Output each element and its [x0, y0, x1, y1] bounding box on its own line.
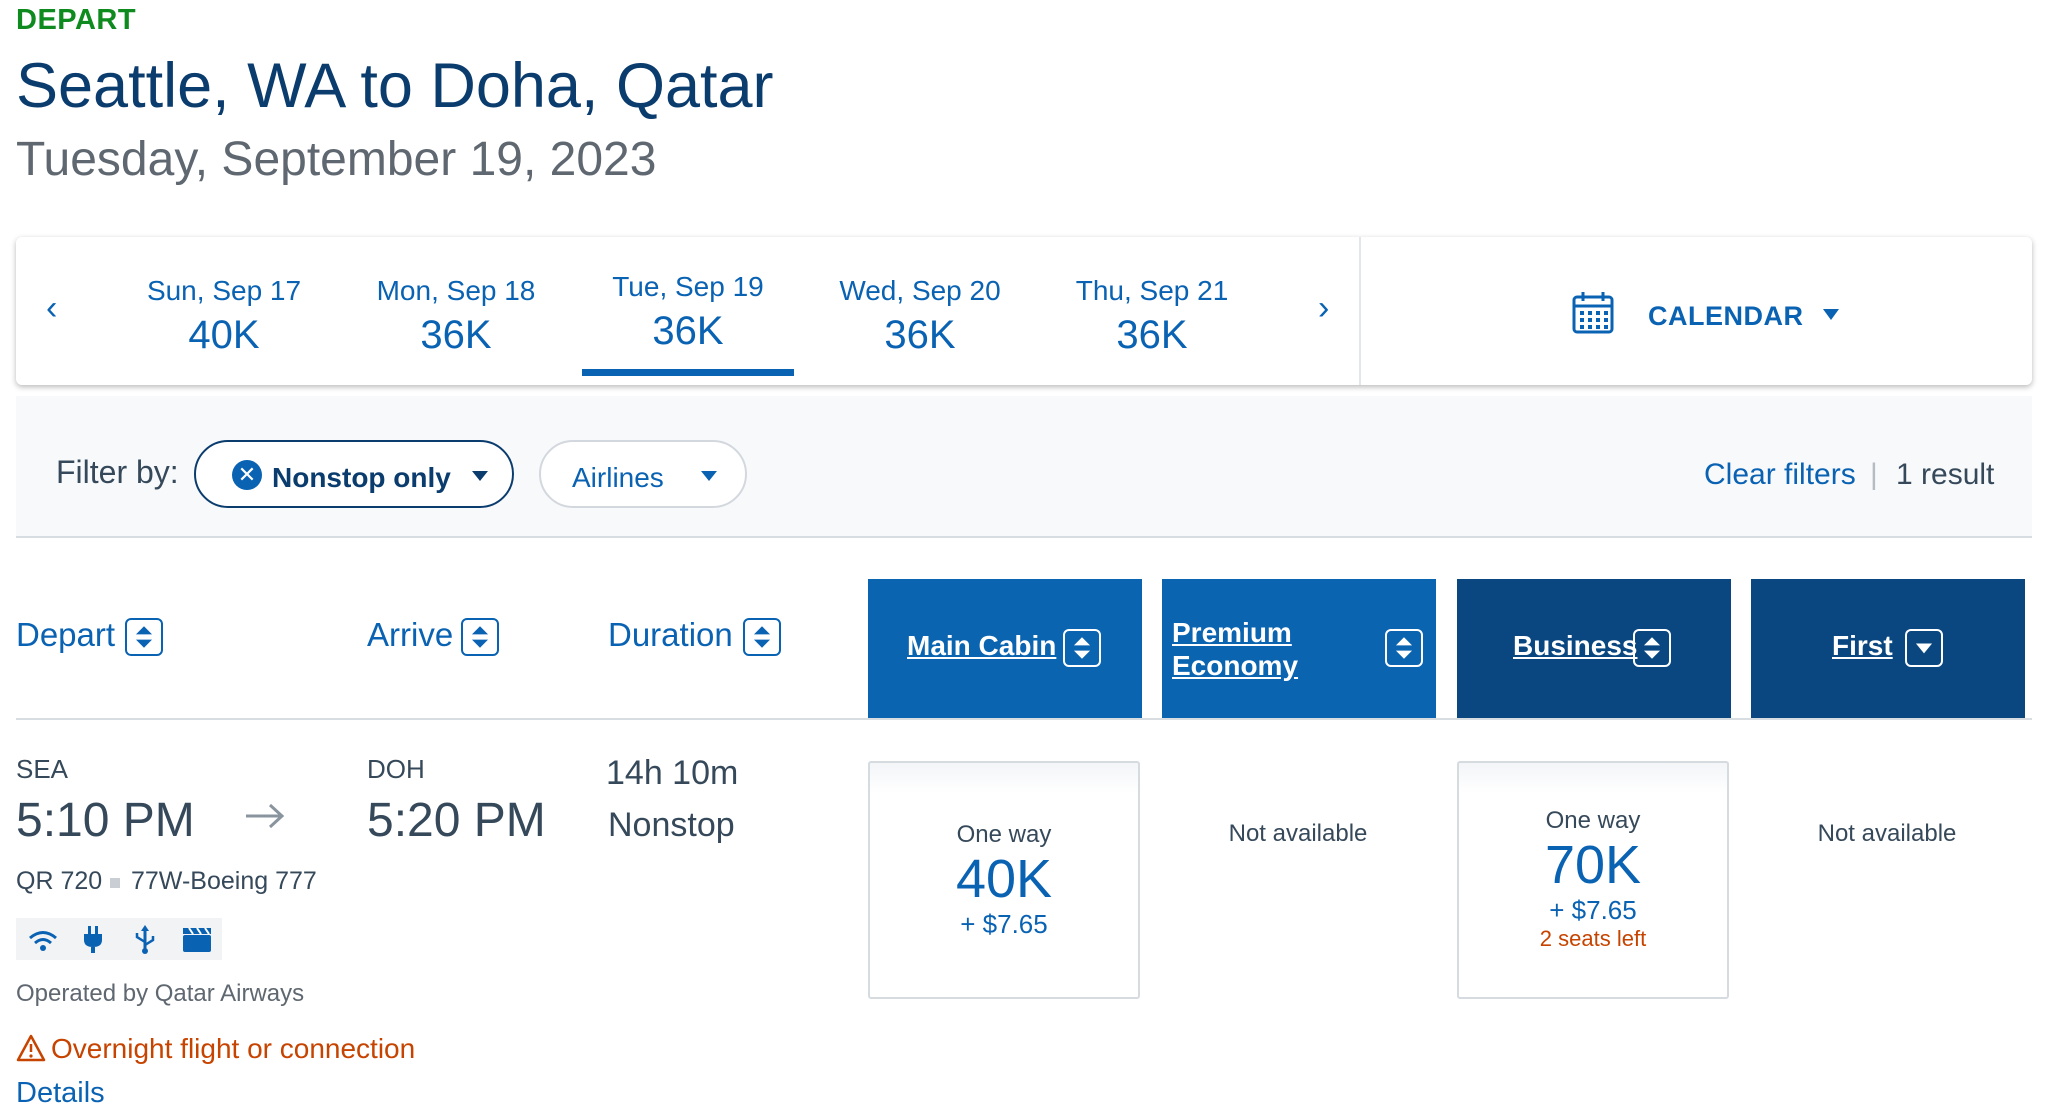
business-header-label[interactable]: Business — [1513, 630, 1638, 661]
filter-bar: Filter by: ✕ Nonstop only Airlines Clear… — [16, 396, 2032, 538]
first-unavailable: Not available — [1817, 820, 1957, 847]
filter-label: Filter by: — [56, 454, 179, 490]
arrow-right-icon — [246, 803, 285, 829]
aircraft-type: 77W-Boeing 777 — [131, 867, 317, 895]
sort-duration-header[interactable]: Duration — [608, 616, 733, 654]
date-option-price: 36K — [1116, 313, 1188, 357]
date-option-sep-18[interactable]: Mon, Sep 18 36K — [356, 275, 556, 358]
main-cabin-header-label[interactable]: Main Cabin — [907, 630, 1057, 661]
overnight-warning: Overnight flight or connection — [51, 1033, 416, 1064]
remove-filter-close-icon[interactable]: ✕ — [232, 460, 262, 490]
date-option-price: 40K — [188, 313, 260, 357]
business-fare-card[interactable]: One way 70K + $7.65 2 seats left — [1457, 761, 1729, 999]
calendar-icon[interactable] — [1571, 289, 1615, 335]
usb-icon — [135, 925, 155, 954]
date-selector-bar: ‹ Sun, Sep 17 40K Mon, Sep 18 36K Tue, S… — [16, 237, 2032, 385]
main-cabin-header[interactable]: Main Cabin — [868, 579, 1142, 719]
flight-number: QR 720 — [16, 867, 103, 895]
nonstop-filter-chip[interactable]: ✕ Nonstop only — [194, 440, 514, 508]
premium-economy-header-label-line2[interactable]: Economy — [1172, 650, 1299, 681]
origin-airport-code: SEA — [16, 754, 69, 784]
date-bar-divider — [1359, 237, 1361, 385]
business-header[interactable]: Business — [1457, 579, 1731, 719]
power-plug-icon — [84, 926, 102, 953]
sort-arrows-icon[interactable] — [1063, 629, 1101, 667]
airlines-filter-chip[interactable]: Airlines — [539, 440, 747, 508]
details-link[interactable]: Details — [16, 1077, 105, 1109]
fare-fee: + $7.65 — [960, 909, 1048, 939]
premium-economy-header-label-line1[interactable]: Premium — [1172, 617, 1292, 648]
depart-header-label: Depart — [16, 616, 116, 653]
caret-down-icon — [701, 471, 717, 481]
clear-filters-link[interactable]: Clear filters — [1704, 458, 1856, 491]
duration-header-label: Duration — [608, 616, 733, 653]
sort-arrows-icon[interactable] — [125, 618, 163, 656]
date-option-day: Thu, Sep 21 — [1075, 275, 1229, 306]
seats-left: 2 seats left — [1539, 926, 1647, 951]
depart-time: 5:10 PM — [16, 794, 195, 847]
date-option-sep-20[interactable]: Wed, Sep 20 36K — [820, 275, 1020, 358]
caret-down-icon[interactable] — [1823, 309, 1839, 320]
sort-arrows-icon[interactable] — [1633, 629, 1671, 667]
sort-arrows-icon[interactable] — [461, 618, 499, 656]
separator: | — [1870, 458, 1878, 491]
date-option-day: Mon, Sep 18 — [376, 275, 536, 306]
date-option-day: Tue, Sep 19 — [612, 271, 764, 302]
entertainment-icon — [183, 927, 211, 952]
premium-economy-unavailable: Not available — [1228, 820, 1368, 847]
route-title: Seattle, WA to Doha, Qatar — [16, 51, 774, 121]
date-option-sep-19[interactable]: Tue, Sep 19 36K — [588, 271, 788, 354]
header-divider — [16, 718, 2032, 720]
premium-economy-header[interactable]: Premium Economy — [1162, 579, 1436, 719]
sort-down-icon[interactable] — [1905, 629, 1943, 667]
warning-icon — [16, 1034, 46, 1062]
sort-arrows-icon[interactable] — [1385, 629, 1423, 667]
first-header-label[interactable]: First — [1832, 630, 1893, 661]
travel-date: Tuesday, September 19, 2023 — [16, 133, 657, 186]
flight-duration: 14h 10m — [606, 754, 739, 792]
sort-arrive-header[interactable]: Arrive — [367, 616, 453, 654]
sort-depart-header[interactable]: Depart — [16, 616, 115, 654]
nonstop-filter-label: Nonstop only — [272, 462, 451, 493]
result-count: 1 result — [1896, 458, 1995, 491]
next-dates-chevron-icon[interactable]: › — [1318, 289, 1330, 327]
main-cabin-fare-card[interactable]: One way 40K + $7.65 — [868, 761, 1140, 999]
date-option-price: 36K — [420, 313, 492, 357]
separator-square — [110, 878, 120, 888]
airlines-filter-label: Airlines — [572, 462, 664, 493]
fare-type: One way — [1545, 807, 1641, 834]
fare-points: 40K — [955, 849, 1053, 909]
wifi-icon — [29, 931, 57, 951]
previous-dates-chevron-icon[interactable]: ‹ — [46, 289, 58, 327]
operated-by: Operated by Qatar Airways — [16, 980, 305, 1007]
fare-fee: + $7.65 — [1549, 895, 1637, 925]
first-header[interactable]: First — [1751, 579, 2025, 719]
arrive-time: 5:20 PM — [367, 794, 546, 847]
direction-label: DEPART — [16, 4, 137, 36]
date-option-price: 36K — [652, 309, 724, 353]
fare-type: One way — [956, 821, 1052, 848]
calendar-button[interactable]: CALENDAR — [1648, 301, 1804, 331]
sort-arrows-icon[interactable] — [743, 618, 781, 656]
date-option-day: Wed, Sep 20 — [839, 275, 1001, 306]
destination-airport-code: DOH — [367, 754, 425, 784]
stops-info: Nonstop — [608, 806, 735, 844]
amenities-strip — [16, 918, 222, 960]
caret-down-icon — [472, 471, 488, 481]
date-option-price: 36K — [884, 313, 956, 357]
date-option-day: Sun, Sep 17 — [146, 275, 302, 306]
date-option-sep-17[interactable]: Sun, Sep 17 40K — [124, 275, 324, 358]
selected-date-underline — [582, 369, 794, 376]
arrive-header-label: Arrive — [367, 616, 454, 653]
date-option-sep-21[interactable]: Thu, Sep 21 36K — [1052, 275, 1252, 358]
fare-points: 70K — [1544, 835, 1642, 895]
